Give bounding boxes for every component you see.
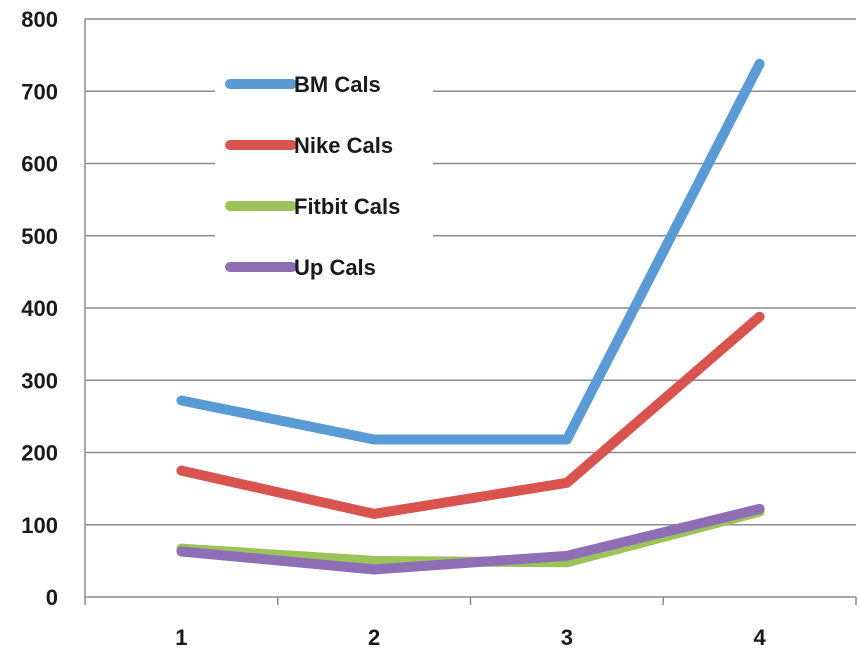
y-tick-label: 800 [21, 7, 58, 32]
axes [84, 19, 857, 605]
series-lines [176, 58, 765, 575]
x-tick-label: 3 [561, 625, 573, 650]
x-axis-tick-labels: 1 2 3 4 [175, 625, 766, 650]
legend-label: Fitbit Cals [294, 194, 400, 219]
legend-label: Nike Cals [294, 133, 393, 158]
y-tick-label: 500 [21, 224, 58, 249]
gridlines [85, 18, 856, 526]
legend-background [215, 62, 433, 282]
y-tick-label: 300 [21, 368, 58, 393]
x-tick-label: 4 [754, 625, 767, 650]
series-line-bm-cals [176, 58, 765, 445]
y-tick-label: 700 [21, 79, 58, 104]
y-tick-label: 600 [21, 152, 58, 177]
legend-label: BM Cals [294, 72, 381, 97]
x-tick-label: 1 [175, 625, 187, 650]
y-tick-label: 400 [21, 296, 58, 321]
y-tick-label: 200 [21, 441, 58, 466]
legend: BM Cals Nike Cals Fitbit Cals Up Cals [215, 62, 433, 282]
y-axis-tick-labels: 0 100 200 300 400 500 600 700 800 [21, 7, 58, 610]
series-line-up-cals [176, 503, 765, 575]
y-tick-label: 100 [21, 513, 58, 538]
y-tick-label: 0 [46, 585, 58, 610]
x-tick-label: 2 [368, 625, 380, 650]
legend-label: Up Cals [294, 255, 376, 280]
series-line-nike-cals [176, 311, 765, 519]
